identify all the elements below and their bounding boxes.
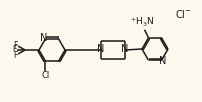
Text: Cl: Cl xyxy=(41,71,50,80)
Text: $\mathregular{^{+}H_3N}$: $\mathregular{^{+}H_3N}$ xyxy=(130,16,155,29)
Text: N: N xyxy=(40,33,47,43)
Text: Cl$\mathregular{^{-}}$: Cl$\mathregular{^{-}}$ xyxy=(175,8,191,20)
Text: N: N xyxy=(159,56,166,66)
Text: F: F xyxy=(12,45,16,54)
Text: N: N xyxy=(97,44,105,54)
Text: F: F xyxy=(13,40,17,49)
Text: N: N xyxy=(121,44,129,54)
Text: F: F xyxy=(13,50,17,59)
